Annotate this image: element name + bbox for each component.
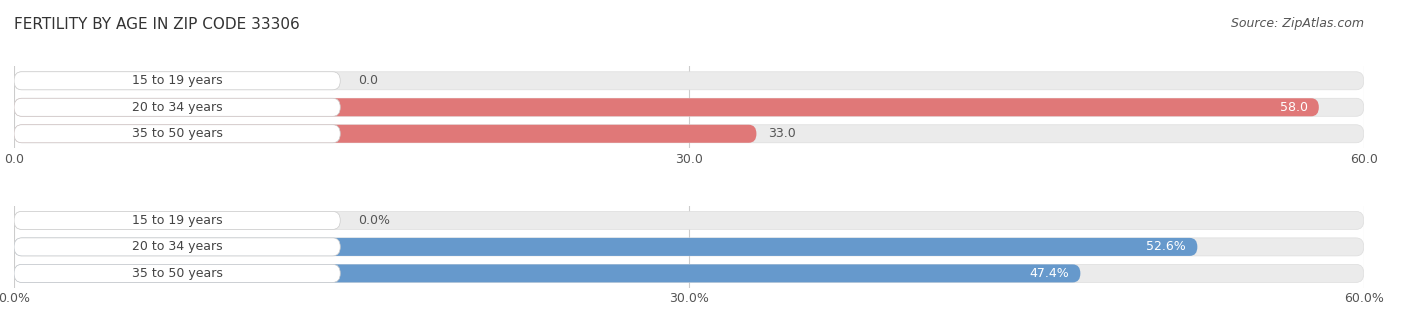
Text: 52.6%: 52.6% xyxy=(1146,240,1187,254)
FancyBboxPatch shape xyxy=(14,238,340,256)
FancyBboxPatch shape xyxy=(14,72,340,90)
FancyBboxPatch shape xyxy=(14,264,1364,282)
Text: 33.0: 33.0 xyxy=(768,127,796,140)
Text: 20 to 34 years: 20 to 34 years xyxy=(132,101,222,114)
Text: 58.0: 58.0 xyxy=(1279,101,1308,114)
Text: 15 to 19 years: 15 to 19 years xyxy=(132,74,222,87)
Text: 0.0%: 0.0% xyxy=(359,214,391,227)
FancyBboxPatch shape xyxy=(14,98,1364,116)
Text: 35 to 50 years: 35 to 50 years xyxy=(132,267,222,280)
FancyBboxPatch shape xyxy=(14,212,1364,229)
FancyBboxPatch shape xyxy=(14,238,1364,256)
FancyBboxPatch shape xyxy=(14,125,756,143)
Text: 15 to 19 years: 15 to 19 years xyxy=(132,214,222,227)
FancyBboxPatch shape xyxy=(14,72,1364,90)
Text: 20 to 34 years: 20 to 34 years xyxy=(132,240,222,254)
Text: 35 to 50 years: 35 to 50 years xyxy=(132,127,222,140)
FancyBboxPatch shape xyxy=(14,264,1080,282)
FancyBboxPatch shape xyxy=(14,98,1319,116)
FancyBboxPatch shape xyxy=(14,125,340,143)
FancyBboxPatch shape xyxy=(14,264,340,282)
Text: 0.0: 0.0 xyxy=(359,74,378,87)
Text: Source: ZipAtlas.com: Source: ZipAtlas.com xyxy=(1230,17,1364,29)
FancyBboxPatch shape xyxy=(14,212,340,229)
FancyBboxPatch shape xyxy=(14,125,1364,143)
FancyBboxPatch shape xyxy=(14,98,340,116)
Text: 47.4%: 47.4% xyxy=(1029,267,1069,280)
FancyBboxPatch shape xyxy=(14,238,1198,256)
Text: FERTILITY BY AGE IN ZIP CODE 33306: FERTILITY BY AGE IN ZIP CODE 33306 xyxy=(14,17,299,31)
